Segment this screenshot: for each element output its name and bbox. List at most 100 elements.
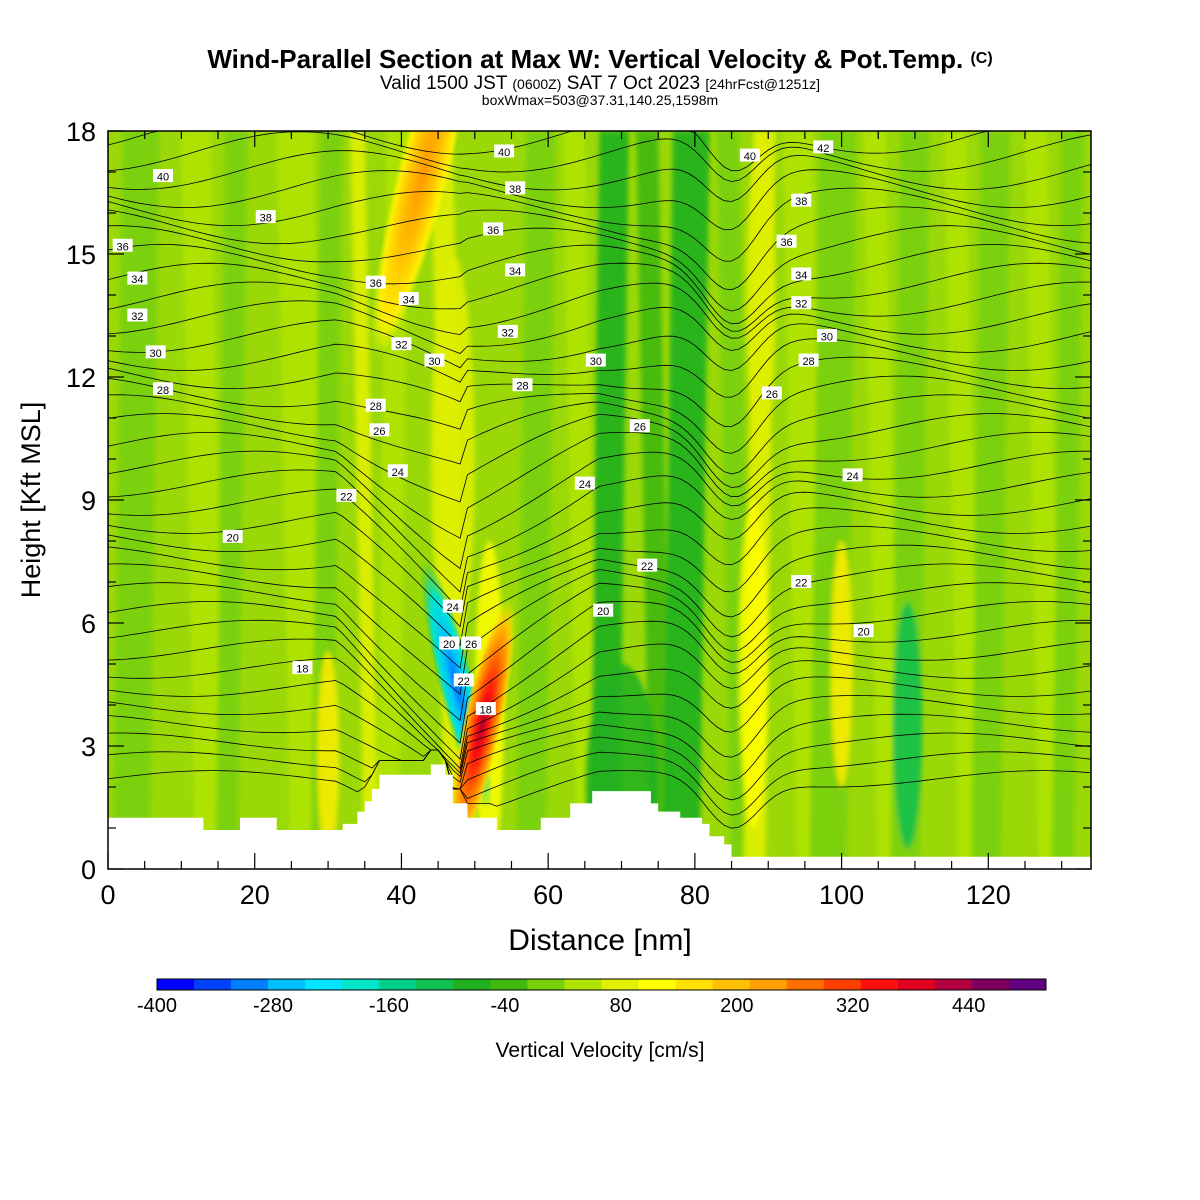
velocity-band	[181, 131, 225, 869]
colorbar-cell	[527, 979, 565, 990]
x-tick-label: 0	[100, 880, 115, 910]
x-tick-label: 60	[533, 880, 563, 910]
theta-contour	[108, 525, 1091, 647]
colorbar-cell	[342, 979, 380, 990]
theta-label-text: 40	[157, 172, 169, 184]
theta-label-text: 24	[447, 602, 459, 614]
theta-label: 18	[475, 702, 496, 717]
colorbar-cell	[712, 979, 751, 990]
velocity-band	[1051, 131, 1084, 869]
plot-area: 40 38 36 34 32 30 28 36 34 32 30 28 26 24 22 20 18 40 38 36…	[108, 131, 1091, 869]
theta-contour	[108, 749, 1091, 829]
velocity-patch	[317, 651, 340, 857]
y-tick-label: 18	[66, 117, 96, 147]
theta-label: 30	[145, 345, 166, 360]
colorbar-tick-label: -280	[253, 995, 293, 1017]
theta-label: 22	[791, 575, 812, 590]
theta-contour	[108, 450, 1091, 570]
theta-contour	[108, 131, 1091, 172]
velocity-band	[636, 131, 673, 869]
theta-label-text: 26	[634, 422, 646, 434]
theta-contour	[108, 694, 1091, 783]
theta-label: 34	[398, 292, 419, 307]
theta-label-text: 22	[458, 676, 470, 688]
theta-contour	[108, 601, 1091, 744]
valid-time: Valid 1500 JST (0600Z) SAT 7 Oct 2023 [2…	[379, 73, 821, 94]
theta-label-text: 40	[498, 147, 510, 159]
velocity-band	[662, 131, 710, 869]
theta-label-text: 38	[260, 213, 272, 225]
theta-label-text: 38	[509, 184, 521, 196]
velocity-band	[215, 131, 248, 869]
theta-label: 18	[292, 661, 313, 676]
theta-label-text: 18	[296, 664, 308, 676]
y-tick-label: 12	[66, 363, 96, 393]
theta-label: 40	[153, 169, 174, 184]
theta-label: 22	[453, 673, 474, 688]
theta-label-text: 28	[370, 401, 382, 413]
theta-label: 40	[494, 144, 515, 159]
theta-label-text: 42	[817, 143, 829, 155]
x-tick-label: 40	[386, 880, 416, 910]
theta-label-text: 22	[795, 578, 807, 590]
theta-label-text: 32	[395, 340, 407, 352]
theta-label: 38	[791, 193, 812, 208]
theta-label: 26	[369, 423, 390, 438]
colorbar-tick-label: 200	[720, 995, 753, 1017]
theta-label: 22	[637, 558, 658, 573]
colorbar-cell	[638, 979, 676, 990]
colorbar-cell	[971, 979, 1010, 990]
theta-contour	[108, 544, 1091, 669]
theta-contour	[108, 375, 1091, 454]
colorbar-cell	[860, 979, 899, 990]
x-tick-label: 80	[680, 880, 710, 910]
theta-label: 30	[816, 329, 837, 344]
chart-title: Wind-Parallel Section at Max W: Vertical…	[207, 44, 993, 74]
theta-label: 20	[593, 603, 614, 618]
theta-contour	[108, 150, 1091, 202]
theta-label-text: 24	[392, 467, 404, 479]
colorbar-cell	[231, 979, 269, 990]
theta-label: 24	[574, 476, 595, 491]
theta-contour	[108, 507, 1091, 628]
theta-label: 36	[365, 275, 386, 290]
theta-label: 34	[791, 267, 812, 282]
theta-contour	[108, 488, 1091, 611]
colorbar-tick-label: 320	[836, 995, 869, 1017]
theta-contour	[108, 243, 1091, 325]
y-tick-label: 0	[81, 855, 96, 885]
colorbar-cell	[786, 979, 825, 990]
theta-label: 24	[442, 599, 463, 614]
theta-label-text: 24	[846, 471, 858, 483]
theta-label: 34	[505, 263, 526, 278]
theta-contour	[108, 619, 1091, 760]
colorbar-cell	[823, 979, 862, 990]
theta-contour	[108, 206, 1091, 291]
theta-label: 38	[255, 210, 276, 225]
theta-label: 28	[365, 398, 386, 413]
colorbar-tick-label: -160	[369, 995, 409, 1017]
y-tick-label: 3	[81, 732, 96, 762]
theta-label: 38	[505, 181, 526, 196]
colorbar-cell	[157, 979, 195, 990]
theta-label: 42	[813, 140, 834, 155]
updraft-aloft-core	[371, 131, 476, 357]
y-axis-label: Height [Kft MSL]	[16, 402, 46, 599]
theta-label: 32	[127, 308, 148, 323]
theta-label-text: 34	[509, 266, 521, 278]
theta-label: 36	[483, 222, 504, 237]
valid-zulu: (0600Z)	[512, 76, 562, 92]
colorbar-cell	[379, 979, 417, 990]
theta-label: 36	[112, 238, 133, 253]
theta-contour	[108, 169, 1091, 231]
theta-label-text: 30	[821, 332, 833, 344]
x-tick-label: 120	[966, 880, 1011, 910]
theta-label: 26	[461, 636, 482, 651]
velocity-patch	[746, 131, 776, 459]
theta-contour	[108, 638, 1091, 770]
theta-label-text: 30	[428, 356, 440, 368]
theta-contour	[108, 225, 1091, 312]
theta-label: 32	[497, 324, 518, 339]
